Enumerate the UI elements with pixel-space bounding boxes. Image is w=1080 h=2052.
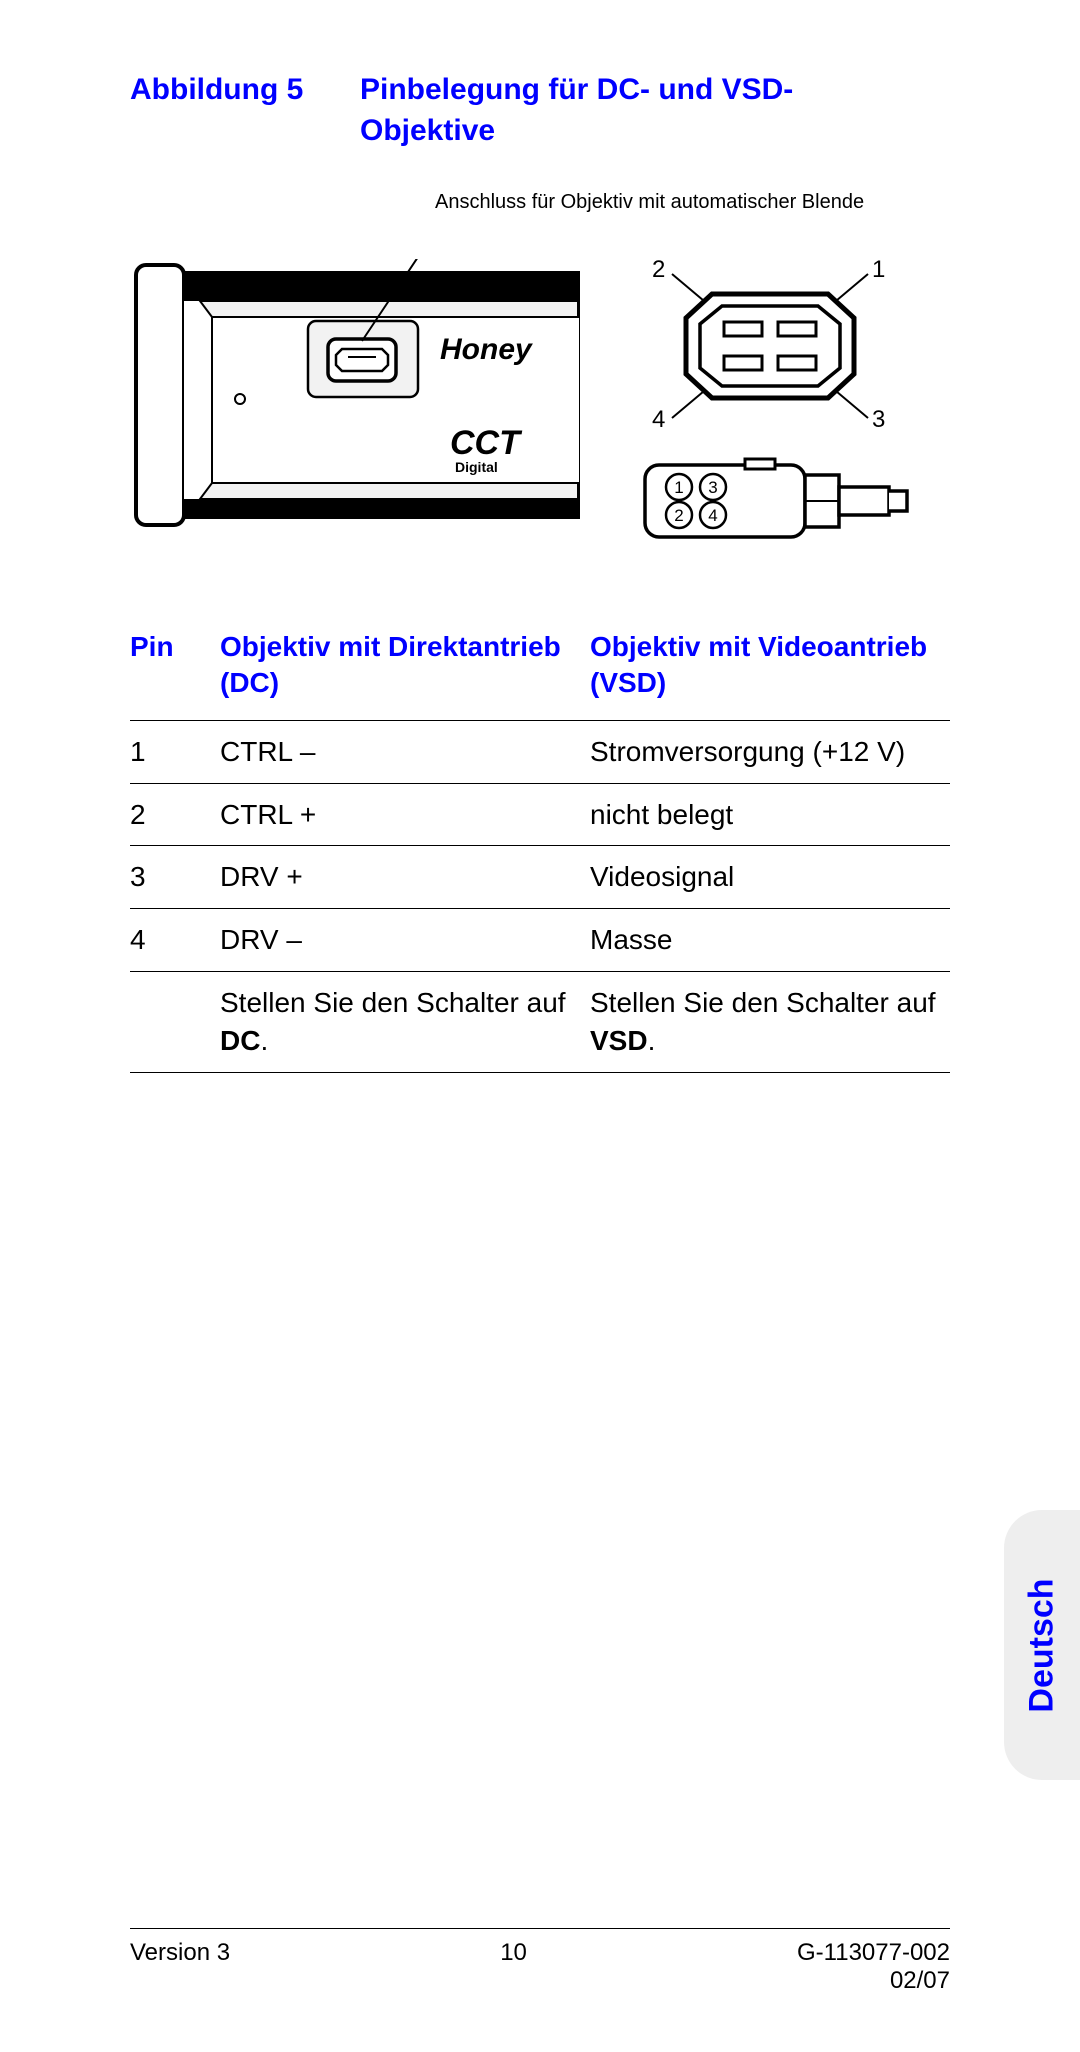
cell-vsd: Stromversorgung (+12 V) [590, 720, 950, 783]
cell-pin-empty [130, 971, 220, 1072]
table-header-row: Pin Objektiv mit Direktantrieb (DC) Obje… [130, 621, 950, 720]
cell-dc: DRV – [220, 909, 590, 972]
socket-pin-2: 2 [652, 256, 665, 284]
camera-diagram: Honey CCT Digital [130, 259, 580, 539]
socket-pin-4: 4 [652, 406, 665, 434]
socket-diagram: 2 1 4 3 [640, 266, 900, 426]
plug-diagram: 1 3 2 4 [635, 451, 935, 551]
cell-dc: CTRL – [220, 720, 590, 783]
socket-pin-3: 3 [872, 406, 885, 434]
language-label: Deutsch [1023, 1578, 1062, 1712]
footer-version: Version 3 [130, 1939, 230, 1995]
footer-doc: G-113077-002 02/07 [797, 1939, 950, 1995]
figure-title-line1: Pinbelegung für DC- und VSD- [360, 73, 793, 106]
callout-label: Anschluss für Objektiv mit automatischer… [435, 191, 864, 214]
pin-table: Pin Objektiv mit Direktantrieb (DC) Obje… [130, 621, 950, 1073]
cell-vsd-note: Stellen Sie den Schalter auf VSD. [590, 971, 950, 1072]
socket-pin-1: 1 [872, 256, 885, 284]
figure-title-line2: Objektive [360, 114, 495, 147]
cell-vsd: Videosignal [590, 846, 950, 909]
footer-rule [130, 1928, 950, 1929]
table-footer-row: Stellen Sie den Schalter auf DC. Stellen… [130, 971, 950, 1072]
cell-vsd: Masse [590, 909, 950, 972]
footer-page: 10 [500, 1939, 527, 1995]
manual-page: Abbildung 5 Pinbelegung für DC- und VSD-… [0, 0, 1080, 2052]
header-pin: Pin [130, 621, 220, 720]
page-footer: Version 3 10 G-113077-002 02/07 [130, 1939, 950, 1995]
figure-title: Abbildung 5 Pinbelegung für DC- und VSD-… [130, 70, 950, 151]
table-row: 2 CTRL + nicht belegt [130, 783, 950, 846]
figure-text: Pinbelegung für DC- und VSD- Objektive [360, 70, 950, 151]
cell-dc: DRV + [220, 846, 590, 909]
cell-pin: 3 [130, 846, 220, 909]
cell-vsd: nicht belegt [590, 783, 950, 846]
svg-text:1: 1 [674, 478, 683, 497]
table-row: 1 CTRL – Stromversorgung (+12 V) [130, 720, 950, 783]
cell-pin: 4 [130, 909, 220, 972]
table-row: 4 DRV – Masse [130, 909, 950, 972]
figure-label: Abbildung 5 [130, 70, 360, 151]
svg-text:3: 3 [708, 478, 717, 497]
cell-pin: 1 [130, 720, 220, 783]
svg-text:CCT: CCT [450, 424, 523, 462]
diagram-area: Anschluss für Objektiv mit automatischer… [130, 171, 950, 571]
cell-pin: 2 [130, 783, 220, 846]
cell-dc-note: Stellen Sie den Schalter auf DC. [220, 971, 590, 1072]
svg-text:4: 4 [708, 506, 717, 525]
language-tab: Deutsch [1004, 1510, 1080, 1780]
svg-text:Honey: Honey [440, 333, 533, 366]
table-row: 3 DRV + Videosignal [130, 846, 950, 909]
cell-dc: CTRL + [220, 783, 590, 846]
svg-text:2: 2 [674, 506, 683, 525]
header-vsd: Objektiv mit Videoantrieb (VSD) [590, 621, 950, 720]
header-dc: Objektiv mit Direktantrieb (DC) [220, 621, 590, 720]
svg-text:Digital: Digital [455, 459, 498, 475]
